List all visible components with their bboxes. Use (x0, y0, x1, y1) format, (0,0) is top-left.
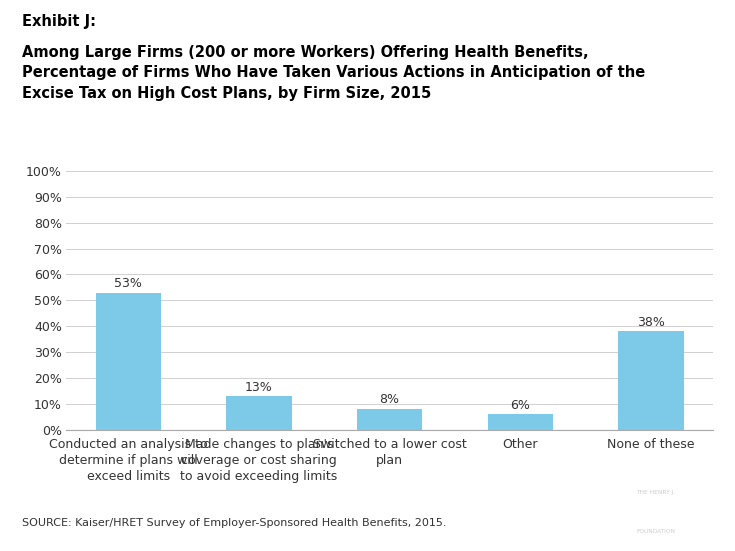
Bar (487, 414, 553, 430)
Text: 8%: 8% (379, 393, 400, 407)
Text: KAISER: KAISER (631, 498, 681, 511)
Text: 6%: 6% (510, 399, 530, 412)
Text: FAMILY: FAMILY (631, 511, 681, 524)
Text: Among Large Firms (200 or more Workers) Offering Health Benefits,
Percentage of : Among Large Firms (200 or more Workers) … (22, 45, 645, 101)
Bar (357, 409, 422, 430)
Bar (226, 396, 292, 430)
Text: THE HENRY J.: THE HENRY J. (637, 489, 675, 495)
Text: SOURCE: Kaiser/HRET Survey of Employer-Sponsored Health Benefits, 2015.: SOURCE: Kaiser/HRET Survey of Employer-S… (22, 518, 447, 528)
Text: 38%: 38% (637, 316, 665, 329)
Text: 53%: 53% (114, 277, 142, 290)
Text: FOUNDATION: FOUNDATION (637, 529, 675, 534)
Text: Exhibit J:: Exhibit J: (22, 14, 96, 29)
Bar (96, 293, 161, 430)
Text: 13%: 13% (245, 381, 273, 393)
Bar (618, 331, 684, 430)
